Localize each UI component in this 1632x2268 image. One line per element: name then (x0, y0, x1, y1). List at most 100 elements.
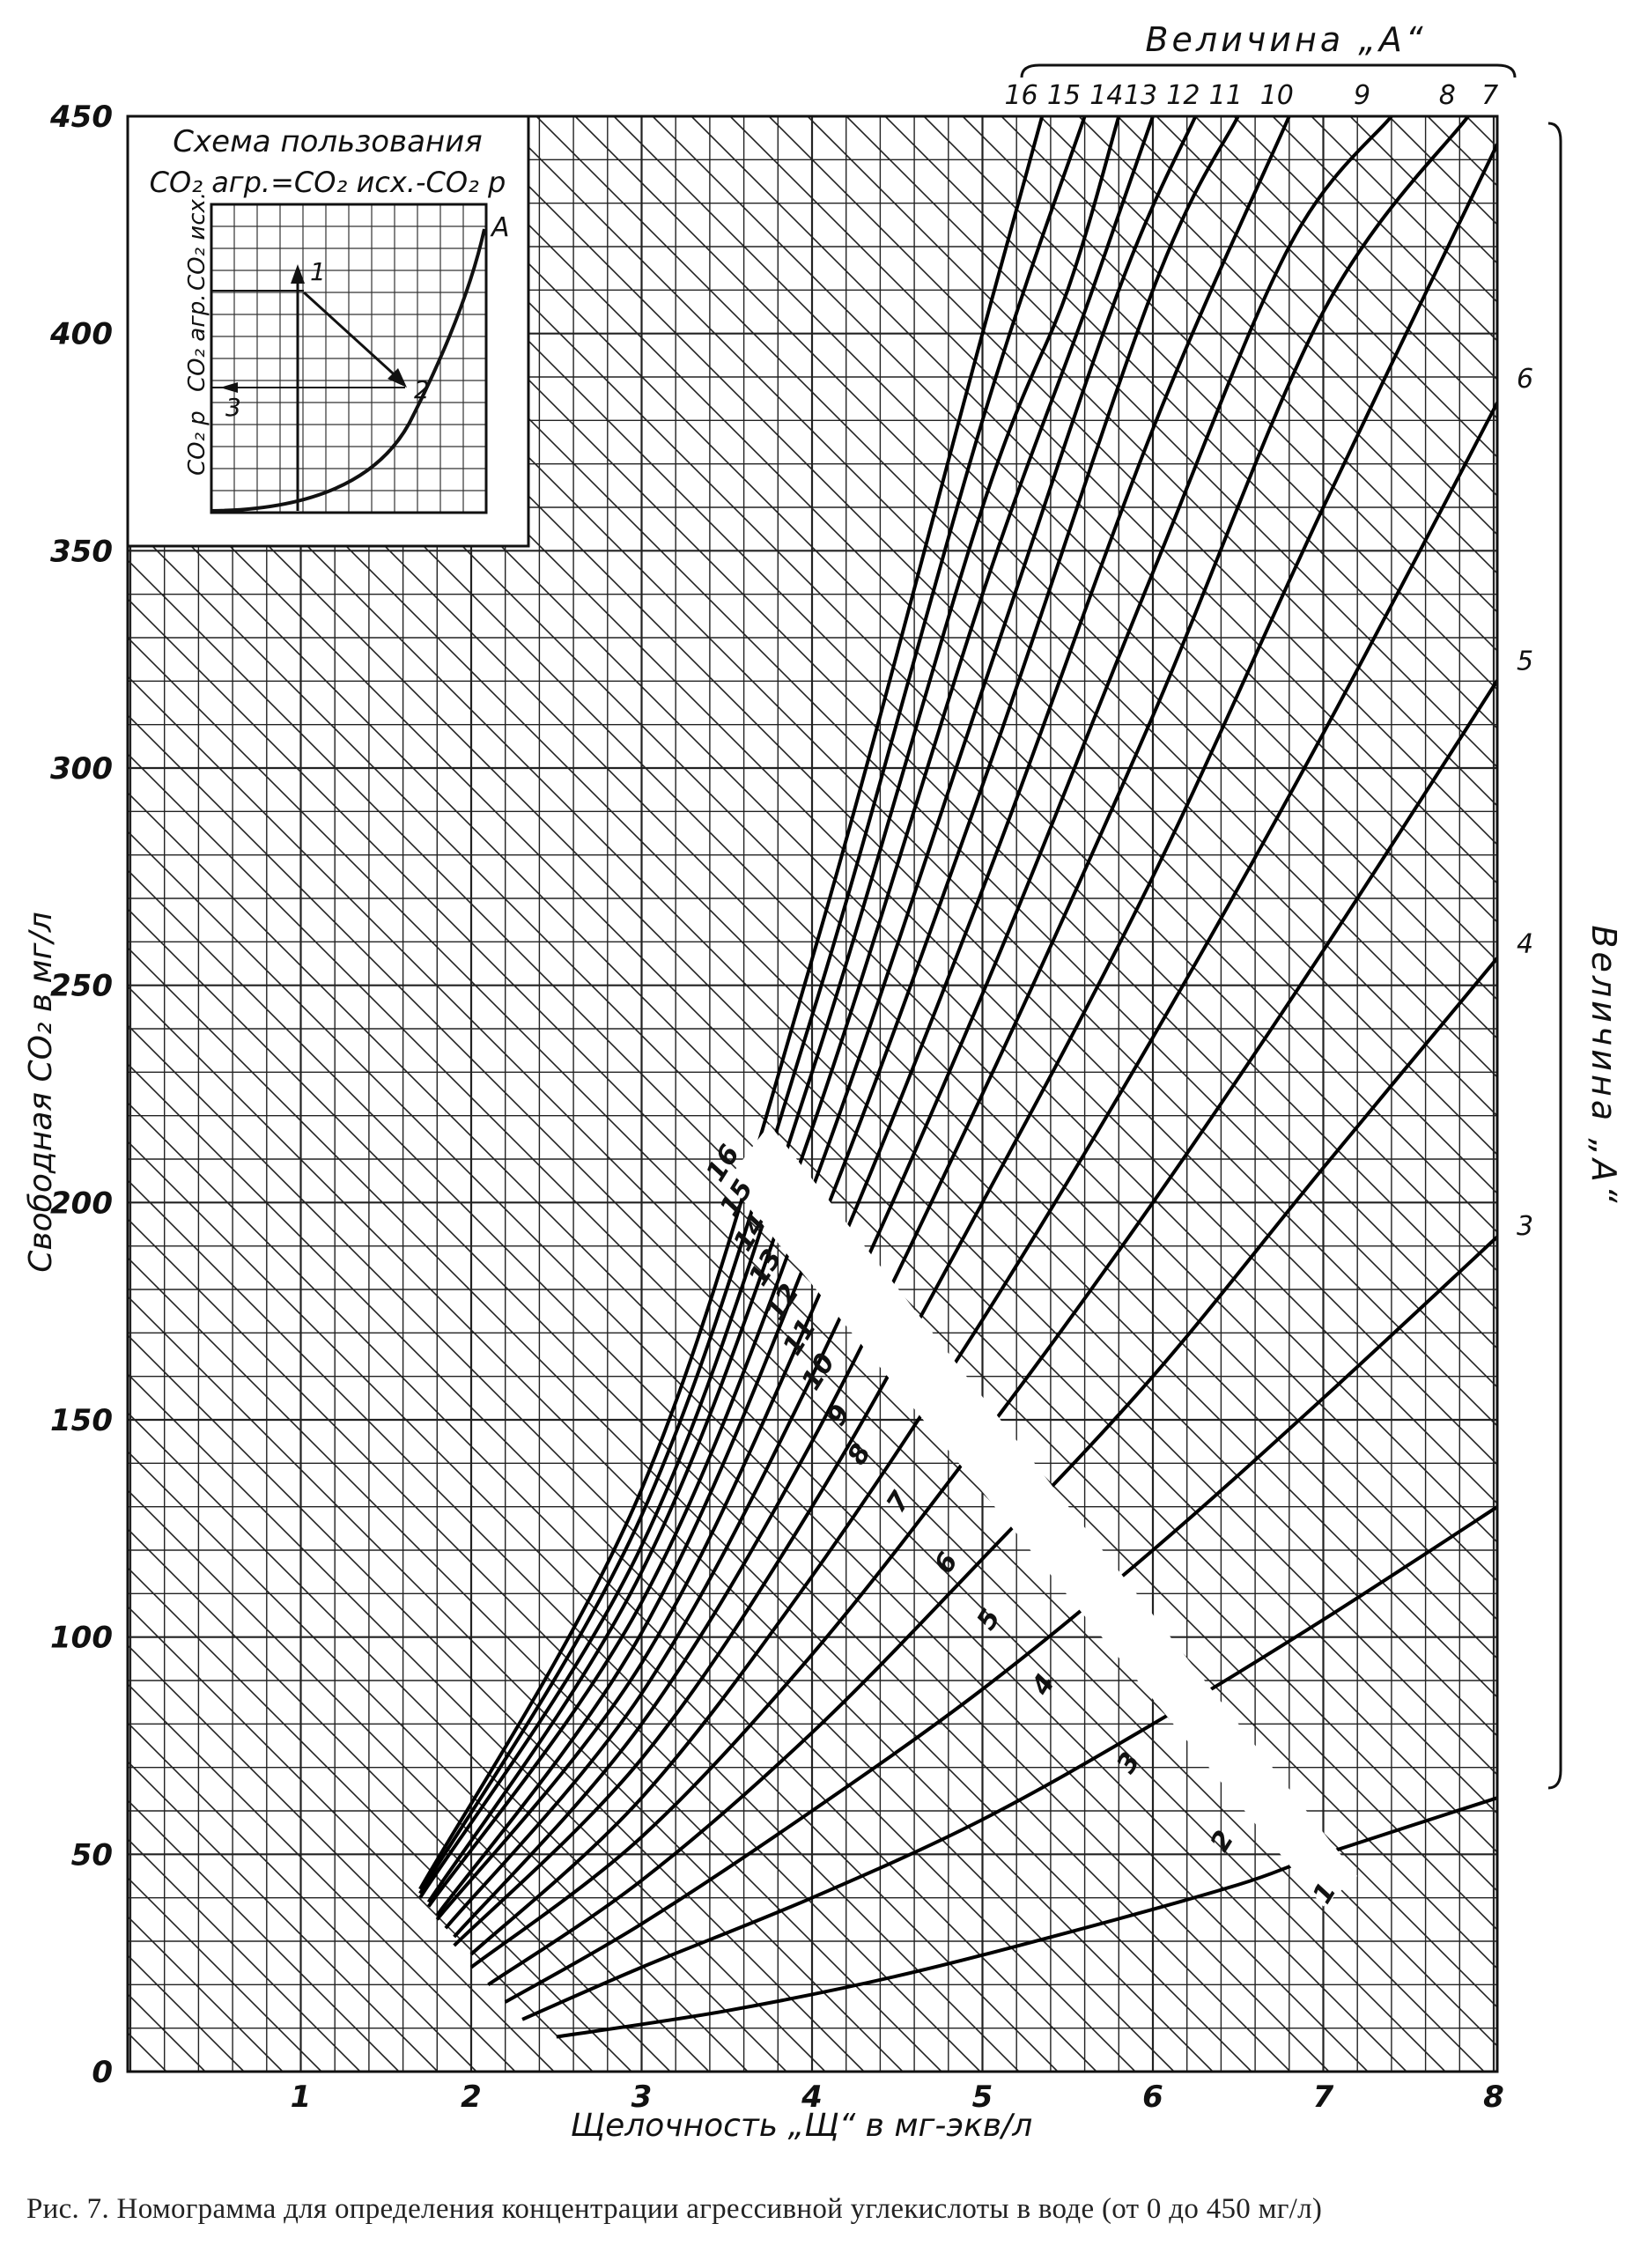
grid-diagonal (128, 1295, 904, 2072)
curves (418, 116, 1497, 2039)
curve-11 (435, 116, 1240, 1917)
grid-diagonal (1117, 116, 1497, 498)
grid-diagonal (128, 946, 1252, 2072)
top-label-15: 15 (1047, 80, 1081, 111)
grid-diagonal (128, 558, 1497, 1932)
y-tick-label: 0 (92, 2055, 113, 2090)
grid-diagonal (128, 830, 1369, 2072)
top-label-7: 7 (1481, 80, 1498, 111)
x-tick-label: 3 (631, 2080, 653, 2115)
grid-diagonal (128, 868, 1330, 2072)
grid-diagonal (128, 1721, 477, 2072)
x-tick-label: 2 (461, 2080, 482, 2115)
top-label-14: 14 (1089, 80, 1123, 111)
inset-arrowhead-left (220, 382, 238, 393)
grid-diagonal (264, 116, 1497, 1350)
grid-diagonal (729, 116, 1497, 885)
nomogram-figure: Схема пользования CO₂ агр.=CO₂ исх.-CO₂ … (23, 20, 1623, 2144)
y-tick-label: 50 (71, 1837, 113, 1873)
grid-diagonal (128, 481, 1497, 1854)
top-label-9: 9 (1354, 80, 1370, 111)
y-tick-label: 400 (49, 317, 113, 352)
top-label-16: 16 (1004, 80, 1038, 111)
plot-frame (126, 115, 1499, 2073)
right-label-3: 3 (1517, 1211, 1533, 1242)
grid-diagonal (923, 116, 1497, 691)
label-band (727, 1124, 1358, 1907)
curve-number-2: 2 (1205, 1825, 1241, 1857)
grid-diagonal (613, 116, 1497, 1001)
usage-scheme-inset: Схема пользования CO₂ агр.=CO₂ исх.-CO₂ … (126, 115, 530, 548)
grid-diagonal (128, 1023, 1175, 2072)
right-label-4: 4 (1517, 928, 1533, 959)
curve-14 (418, 116, 1121, 1899)
curve-3 (504, 1234, 1497, 2004)
y-tick-label: 150 (50, 1403, 113, 1438)
y-tick-label: 200 (50, 1186, 113, 1221)
grid-diagonal (535, 116, 1497, 1079)
curve-9 (444, 116, 1393, 1930)
grid-diagonal (128, 1450, 749, 2072)
grid-diagonal (128, 752, 1446, 2072)
curve-number-9: 9 (821, 1400, 857, 1431)
top-label-12: 12 (1166, 80, 1200, 111)
grid-diagonal (128, 520, 1497, 1893)
curve-13 (426, 116, 1155, 1903)
grid-diagonal (497, 116, 1497, 1118)
grid-diagonal (1039, 116, 1497, 575)
curve-number-7: 7 (881, 1486, 917, 1518)
inset-axis-label-lower: CO₂ р (184, 410, 210, 476)
grid-diagonal (884, 116, 1497, 730)
inset-diagonal-arrow (302, 291, 402, 382)
curve-10 (435, 116, 1291, 1921)
curve-12 (426, 116, 1198, 1908)
grid-diagonal (419, 116, 1497, 1195)
y-tick-label: 350 (50, 534, 113, 569)
grid-diagonal (128, 1682, 516, 2072)
y-tick-label: 100 (50, 1621, 113, 1656)
curve-7 (453, 140, 1497, 1947)
y-tick-label: 450 (49, 100, 113, 135)
top-value-labels: 16 15 14 13 12 11 10 9 8 7 (1004, 80, 1498, 111)
grid-diagonal (128, 2070, 129, 2072)
curve-number-5: 5 (971, 1604, 1008, 1636)
y-tick-label: 250 (50, 969, 113, 1004)
curve-label-band (727, 1124, 1358, 1907)
right-label-5: 5 (1517, 646, 1533, 677)
curve-number-8: 8 (841, 1438, 877, 1470)
grid-diagonal (128, 1062, 1136, 2072)
top-axis-title: Величина „А“ (1145, 20, 1426, 59)
grid-diagonal (807, 116, 1497, 808)
grid-diagonal (128, 713, 1485, 2072)
inset-label-A: A (490, 212, 510, 243)
grid-diagonal (690, 116, 1497, 924)
grid-diagonal (458, 116, 1497, 1156)
grid-diagonal (1078, 116, 1497, 536)
x-tick-label: 8 (1483, 2080, 1504, 2115)
x-tick-label: 5 (972, 2080, 993, 2115)
curve-5 (469, 676, 1497, 1969)
grid-diagonal (128, 1566, 632, 2072)
curve-6 (469, 398, 1497, 1956)
grid-diagonal (1233, 116, 1497, 381)
curve-2 (521, 1504, 1497, 2021)
grid-diagonal (128, 1217, 981, 2072)
grid-diagonal (225, 116, 1497, 1389)
grid-diagonal (128, 1489, 710, 2072)
grid-diagonal (962, 116, 1497, 653)
grid-diagonal (128, 1605, 594, 2072)
inset-point-2: 2 (414, 375, 430, 404)
top-axis-brace (1020, 63, 1517, 78)
y-axis-title: Свободная CO₂ в мг/л (23, 912, 59, 1272)
grid-diagonal (846, 116, 1497, 769)
grid-diagonal (128, 985, 1214, 2072)
grid-diagonal (303, 116, 1497, 1311)
inset-arrowhead-diag (388, 368, 407, 388)
right-axis-title: Величина „А“ (1584, 925, 1623, 1206)
grid-diagonal (652, 116, 1497, 963)
grid-diagonal (1001, 116, 1497, 614)
grid-diagonal (128, 1256, 942, 2072)
curve-number-3: 3 (1111, 1747, 1147, 1779)
figure-caption: Рис. 7. Номограмма для определения конце… (26, 2193, 1323, 2225)
curve-16 (418, 116, 1045, 1890)
